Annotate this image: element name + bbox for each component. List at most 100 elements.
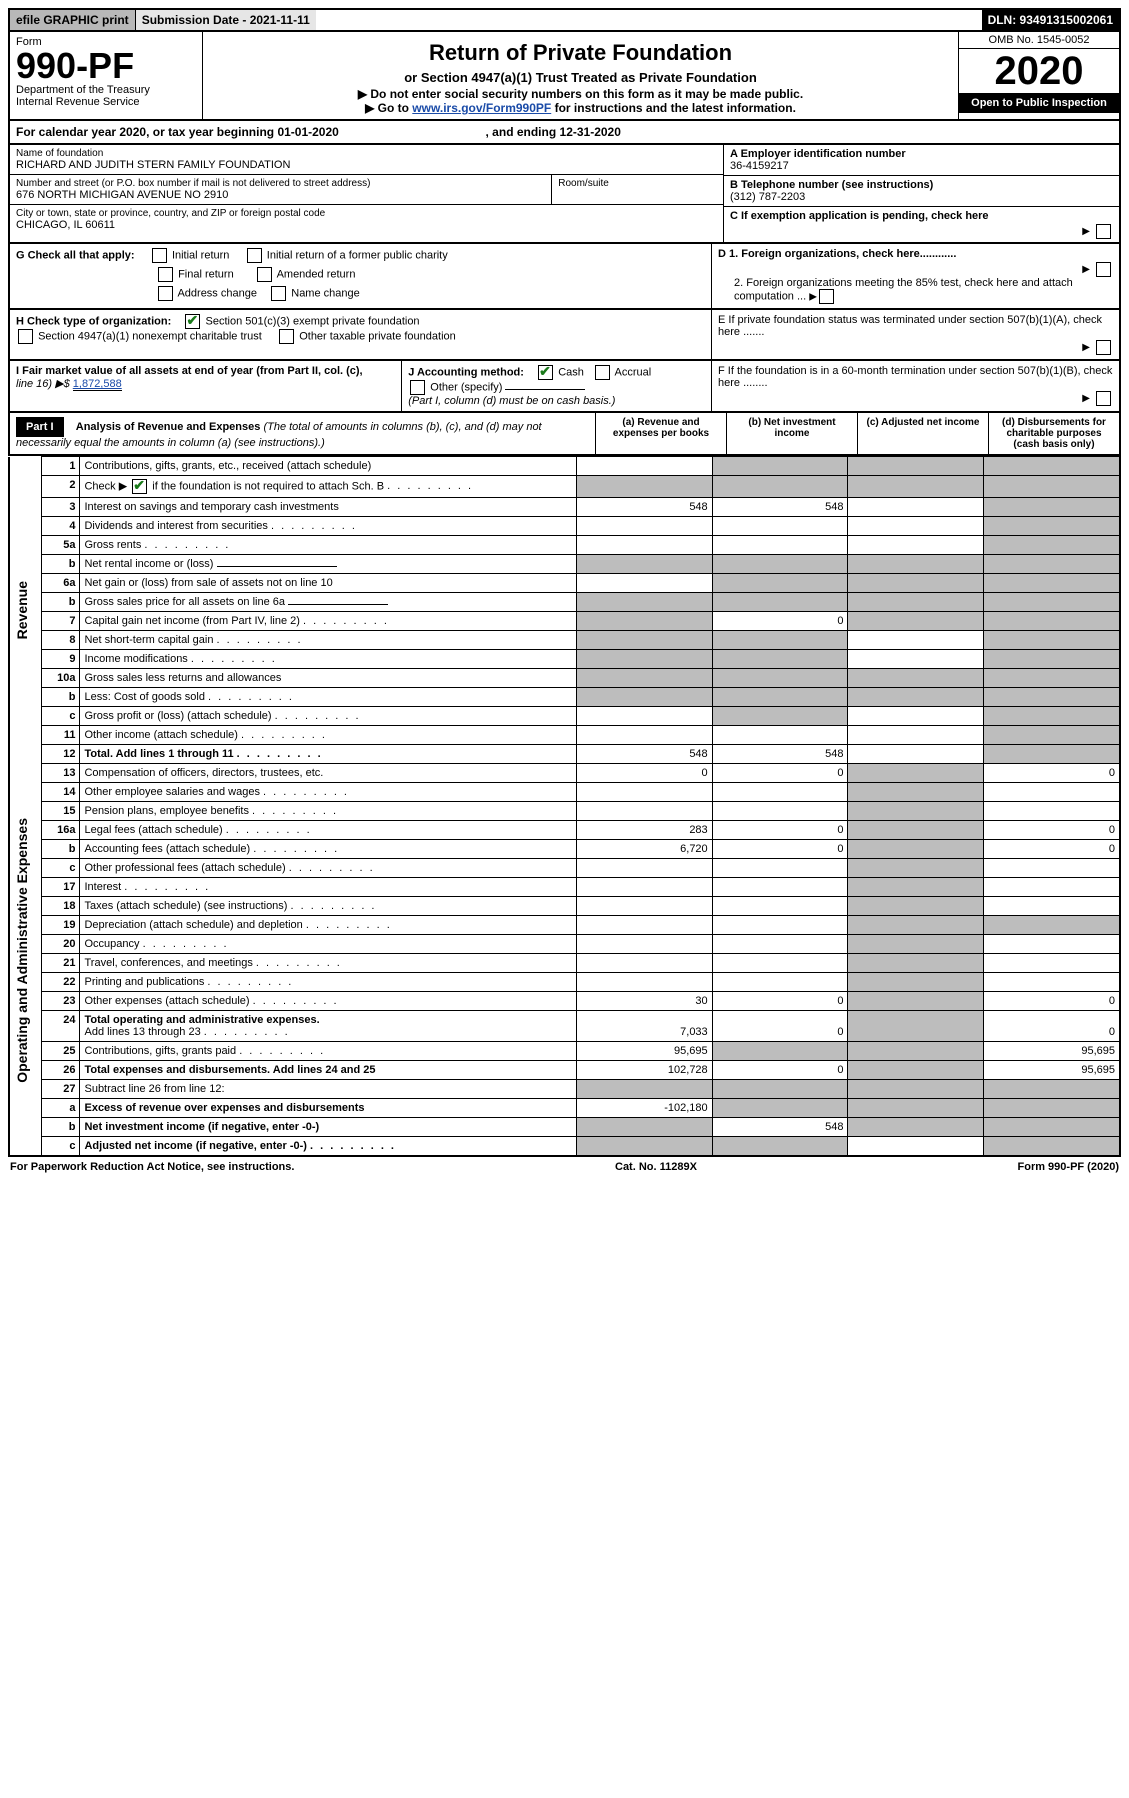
l26-a: 102,728 [576, 1061, 712, 1080]
line-16c: Other professional fees (attach schedule… [84, 862, 285, 874]
j-other-checkbox[interactable] [410, 380, 425, 395]
g-initial-former-checkbox[interactable] [247, 248, 262, 263]
l3-b: 548 [712, 498, 848, 517]
e-checkbox[interactable] [1096, 340, 1111, 355]
g-name: Name change [291, 287, 360, 299]
l13-d: 0 [984, 764, 1120, 783]
l26-b: 0 [712, 1061, 848, 1080]
l24-a: 7,033 [576, 1011, 712, 1042]
dln-label: DLN: 93491315002061 [982, 10, 1119, 30]
line-11: Other income (attach schedule) [84, 729, 237, 741]
line-18: Taxes (attach schedule) (see instruction… [84, 900, 287, 912]
col-b-head: (b) Net investment income [726, 413, 857, 454]
g-amended-checkbox[interactable] [257, 267, 272, 282]
line-27b: Net investment income (if negative, ente… [80, 1118, 576, 1137]
c-label: C If exemption application is pending, c… [730, 210, 989, 222]
l16b-a: 6,720 [576, 840, 712, 859]
l24-b: 0 [712, 1011, 848, 1042]
ij-row: I Fair market value of all assets at end… [8, 361, 1121, 413]
l16b-b: 0 [712, 840, 848, 859]
col-a-head: (a) Revenue and expenses per books [595, 413, 726, 454]
city-label: City or town, state or province, country… [16, 208, 717, 219]
j-note: (Part I, column (d) must be on cash basi… [408, 395, 615, 407]
l27b-b: 548 [712, 1118, 848, 1137]
j-accrual: Accrual [615, 366, 652, 378]
l23-d: 0 [984, 992, 1120, 1011]
h-other: Other taxable private foundation [299, 330, 456, 342]
footer-left: For Paperwork Reduction Act Notice, see … [10, 1161, 294, 1173]
h-4947-checkbox[interactable] [18, 329, 33, 344]
phone-value: (312) 787-2203 [730, 191, 1113, 203]
h-501-checkbox[interactable] [185, 314, 200, 329]
addr-label: Number and street (or P.O. box number if… [16, 178, 545, 189]
g-initial: Initial return [172, 249, 229, 261]
col-d-head: (d) Disbursements for charitable purpose… [988, 413, 1119, 454]
open-inspection: Open to Public Inspection [959, 93, 1119, 113]
g-final: Final return [178, 268, 234, 280]
l7-b: 0 [712, 612, 848, 631]
j-cash: Cash [558, 366, 584, 378]
d1-label: D 1. Foreign organizations, check here..… [718, 248, 956, 260]
g-initial-former: Initial return of a former public charit… [267, 249, 448, 261]
l2-checkbox[interactable] [132, 479, 147, 494]
line-10b: Less: Cost of goods sold [84, 691, 204, 703]
line-17: Interest [84, 881, 121, 893]
d2-checkbox[interactable] [819, 289, 834, 304]
h-501: Section 501(c)(3) exempt private foundat… [206, 315, 420, 327]
line-16a: Legal fees (attach schedule) [84, 824, 222, 836]
col-c-head: (c) Adjusted net income [857, 413, 988, 454]
ein-value: 36-4159217 [730, 160, 1113, 172]
phone-label: B Telephone number (see instructions) [730, 179, 1113, 191]
g-label: G Check all that apply: [16, 249, 135, 261]
form-subtitle: or Section 4947(a)(1) Trust Treated as P… [209, 70, 952, 85]
c-checkbox[interactable] [1096, 224, 1111, 239]
l16b-d: 0 [984, 840, 1120, 859]
line-10a: Gross sales less returns and allowances [84, 672, 281, 684]
h-other-checkbox[interactable] [279, 329, 294, 344]
line-6a: Net gain or (loss) from sale of assets n… [80, 574, 576, 593]
l12-b: 548 [712, 745, 848, 764]
i-value[interactable]: 1,872,588 [73, 378, 122, 391]
j-accrual-checkbox[interactable] [595, 365, 610, 380]
line-14: Other employee salaries and wages [84, 786, 259, 798]
line-12: Total. Add lines 1 through 11 [84, 748, 233, 760]
line-9: Income modifications [84, 653, 187, 665]
line-4: Dividends and interest from securities [84, 520, 267, 532]
line-8: Net short-term capital gain [84, 634, 213, 646]
dept-label: Department of the Treasury [16, 84, 196, 96]
submission-date: Submission Date - 2021-11-11 [135, 10, 316, 30]
line-21: Travel, conferences, and meetings [84, 957, 252, 969]
g-address-checkbox[interactable] [158, 286, 173, 301]
g-final-checkbox[interactable] [158, 267, 173, 282]
l25-d: 95,695 [984, 1042, 1120, 1061]
d2-label: 2. Foreign organizations meeting the 85%… [734, 277, 1073, 302]
top-section: Form 990-PF Department of the Treasury I… [8, 32, 1121, 121]
l24-d: 0 [984, 1011, 1120, 1042]
g-address: Address change [177, 287, 257, 299]
g-initial-checkbox[interactable] [152, 248, 167, 263]
line-2: Check ▶ if the foundation is not require… [80, 476, 576, 498]
line-5b: Net rental income or (loss) [84, 558, 213, 570]
footer-right: Form 990-PF (2020) [1018, 1161, 1119, 1173]
e-label: E If private foundation status was termi… [718, 314, 1102, 338]
line-26: Total expenses and disbursements. Add li… [84, 1064, 375, 1076]
g-name-checkbox[interactable] [271, 286, 286, 301]
main-table: Revenue 1Contributions, gifts, grants, e… [8, 456, 1121, 1157]
instr-2: ▶ Go to www.irs.gov/Form990PF for instru… [209, 101, 952, 115]
l23-a: 30 [576, 992, 712, 1011]
d1-checkbox[interactable] [1096, 262, 1111, 277]
line-1: Contributions, gifts, grants, etc., rece… [80, 457, 576, 476]
j-cash-checkbox[interactable] [538, 365, 553, 380]
header-bar: efile GRAPHIC print Submission Date - 20… [8, 8, 1121, 32]
room-label: Room/suite [558, 178, 717, 189]
line-10c: Gross profit or (loss) (attach schedule) [84, 710, 271, 722]
line-27a: Excess of revenue over expenses and disb… [80, 1099, 576, 1118]
info-grid: Name of foundation RICHARD AND JUDITH ST… [8, 145, 1121, 244]
irs-link[interactable]: www.irs.gov/Form990PF [412, 101, 551, 115]
l13-b: 0 [712, 764, 848, 783]
cal-end: , and ending 12-31-2020 [486, 125, 621, 139]
line-27c: Adjusted net income (if negative, enter … [84, 1140, 306, 1152]
g-amended: Amended return [277, 268, 356, 280]
l12-a: 548 [576, 745, 712, 764]
f-checkbox[interactable] [1096, 391, 1111, 406]
